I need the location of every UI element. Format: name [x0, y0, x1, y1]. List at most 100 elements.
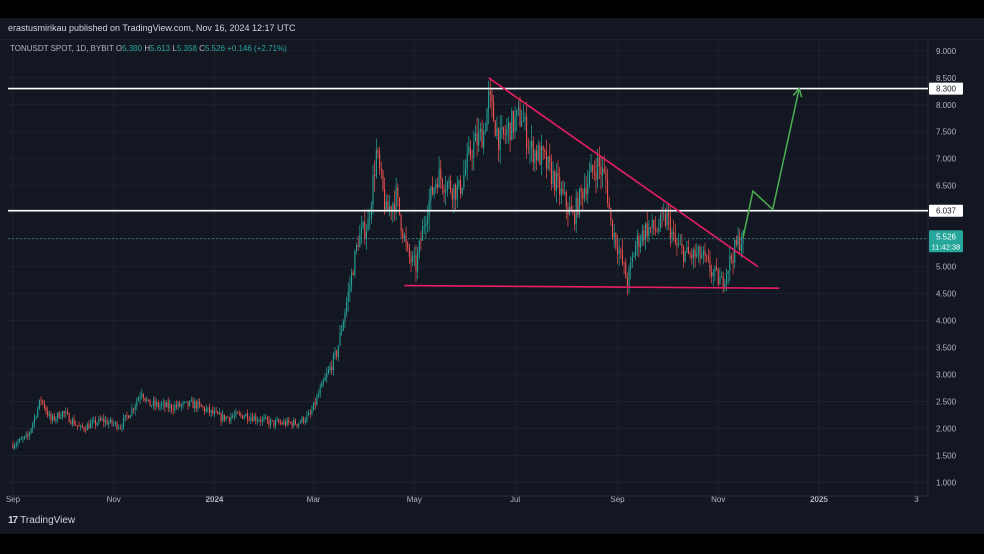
candle-body — [167, 402, 169, 409]
candle-body — [85, 429, 87, 431]
candle-body — [129, 415, 131, 419]
x-tick-label: 3 — [914, 495, 919, 504]
candle-body — [210, 410, 212, 413]
candle-body — [509, 122, 511, 141]
candle-body — [284, 421, 287, 426]
candle-body — [516, 110, 518, 117]
candle-body — [618, 249, 620, 255]
candle-body — [66, 412, 68, 414]
candle-body — [648, 226, 650, 237]
candle-body — [496, 127, 498, 137]
candle-body — [691, 254, 693, 259]
candle-body — [607, 179, 609, 203]
candle-body — [14, 445, 16, 448]
candle-body — [314, 402, 316, 405]
candle-body — [382, 171, 384, 190]
candle-body — [96, 423, 98, 425]
candle-body — [514, 116, 516, 132]
y-tick-label: 5.000 — [936, 263, 957, 272]
candle-body — [288, 419, 290, 423]
candle-body — [392, 203, 394, 212]
candle-body — [42, 400, 44, 403]
candle-body — [600, 166, 602, 176]
candle-body — [473, 141, 475, 158]
candle-body — [141, 394, 143, 397]
candle-body — [625, 263, 627, 278]
candle-body — [45, 408, 47, 412]
candle-body — [481, 128, 483, 148]
candle-body — [425, 223, 427, 227]
candle-body — [536, 150, 538, 161]
candle-body — [458, 180, 460, 186]
candle-body — [184, 401, 186, 403]
candle-body — [621, 250, 623, 264]
candle-body — [423, 226, 425, 227]
candle-body — [364, 221, 366, 239]
candle-body — [261, 418, 263, 422]
candle-body — [313, 402, 315, 411]
candle-body — [729, 255, 731, 271]
candle-body — [334, 351, 336, 355]
candle-body — [367, 218, 369, 232]
candle-body — [179, 402, 181, 407]
candle-body — [342, 321, 344, 331]
candle-body — [344, 312, 346, 322]
x-tick-label: Mar — [307, 495, 321, 504]
candle-body — [692, 249, 694, 259]
candle-body — [233, 415, 235, 417]
last-price-box — [929, 230, 963, 253]
candle-body — [402, 230, 404, 239]
tradingview-footer[interactable]: 17 TradingView — [8, 515, 75, 526]
candle-body — [50, 413, 52, 421]
candle-body — [730, 255, 732, 260]
y-tick-label: 7.000 — [936, 155, 957, 164]
candle-body — [208, 407, 211, 413]
candle-body — [426, 218, 429, 224]
candle-body — [316, 396, 318, 405]
candle-body — [560, 188, 562, 195]
candle-body — [727, 270, 729, 274]
trendline[interactable] — [404, 284, 780, 290]
candle-body — [286, 419, 288, 426]
candle-body — [570, 206, 572, 211]
candle-body — [32, 423, 34, 429]
candle-body — [531, 140, 533, 148]
candle-body — [242, 415, 244, 419]
candle-body — [68, 413, 70, 423]
candle-body — [623, 263, 625, 264]
candle-body — [38, 399, 40, 409]
candle-body — [390, 206, 392, 212]
candle-body — [707, 256, 709, 260]
y-tick-label: 9.000 — [936, 47, 957, 56]
candle-body — [161, 404, 163, 406]
candle-body — [33, 417, 35, 424]
candle-body — [28, 432, 31, 437]
candle-body — [75, 424, 77, 426]
candle-body — [223, 414, 225, 420]
projection-path[interactable] — [742, 88, 800, 239]
candle-body — [80, 425, 82, 427]
trendline[interactable] — [488, 77, 759, 268]
candle-body — [635, 245, 637, 256]
candle-body — [359, 234, 361, 248]
candle-body — [572, 210, 574, 213]
price-chart[interactable]: 9.0008.5008.0007.5007.0006.5006.0005.500… — [0, 18, 984, 534]
y-tick-label: 1.500 — [936, 452, 957, 461]
candle-body — [294, 420, 296, 425]
candle-body — [389, 206, 391, 211]
candle-body — [23, 436, 26, 439]
price-label-box — [929, 204, 963, 217]
candle-body — [370, 205, 372, 219]
candle-body — [296, 424, 298, 426]
candle-body — [585, 187, 587, 195]
candle-body — [636, 236, 638, 246]
candle-body — [433, 187, 435, 195]
candle-body — [88, 424, 90, 429]
candle-body — [197, 401, 199, 409]
candle-body — [195, 401, 197, 409]
candle-body — [98, 418, 100, 424]
candle-body — [99, 418, 102, 421]
candle-body — [311, 410, 313, 414]
candle-body — [413, 255, 415, 257]
candle-body — [732, 259, 734, 263]
